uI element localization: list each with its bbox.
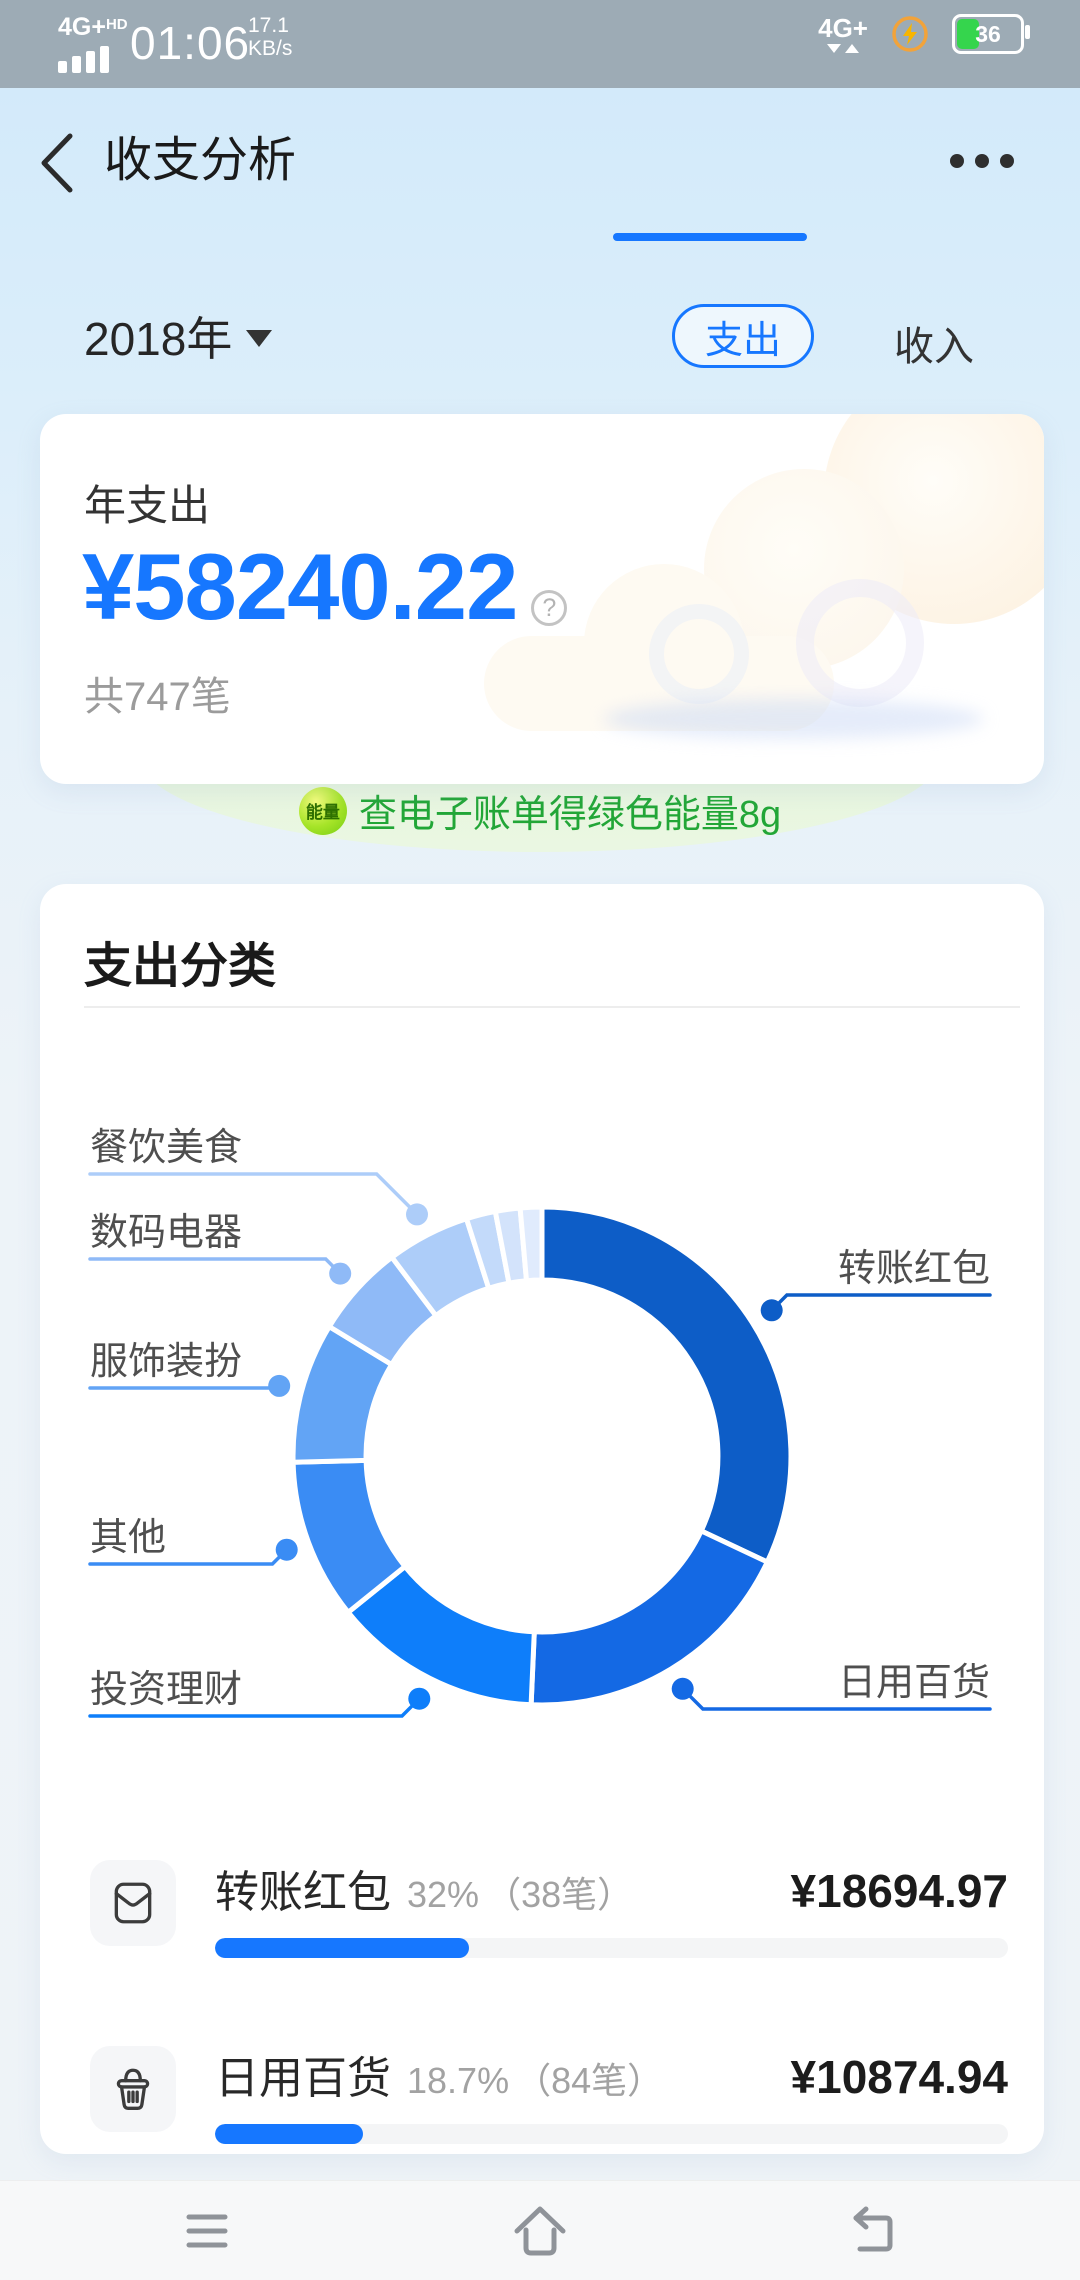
tab-indicator: [613, 233, 807, 241]
summary-amount: ¥58240.22: [82, 534, 518, 639]
nav-bar: [0, 2180, 1080, 2280]
callout-line: [88, 1257, 342, 1276]
category-row[interactable]: 转账红包 32% （38笔） ¥18694.97: [90, 1856, 1008, 1986]
summary-label: 年支出: [84, 482, 211, 529]
callout-line: [88, 1172, 419, 1217]
help-icon[interactable]: ?: [531, 590, 568, 626]
network-indicator: 4G+HD: [58, 12, 128, 73]
nav-menu-button[interactable]: [175, 2199, 239, 2263]
down-arrow-icon: [827, 44, 842, 53]
callout-line: [769, 1293, 992, 1313]
nav-home-button[interactable]: [508, 2199, 572, 2263]
chart-label-3: 其他: [90, 1517, 167, 1559]
callout-dot: [408, 1687, 431, 1710]
chart-label-4: 服饰装扮: [90, 1341, 243, 1383]
donut-segment-1[interactable]: [528, 1528, 770, 1708]
category-name: 转账红包: [215, 1868, 391, 1917]
overflow-menu-button[interactable]: [950, 154, 1014, 168]
category-percent: 18.7%: [407, 2060, 510, 2101]
page-title: 收支分析: [104, 134, 297, 187]
callout-line: [88, 1384, 281, 1390]
progress-track: [215, 1938, 1008, 1958]
category-count: （84笔）: [515, 2060, 664, 2101]
signal-bars-icon: [58, 45, 128, 73]
network-type-label: 4G+HD: [58, 13, 128, 41]
callout-dot: [406, 1203, 428, 1226]
progress-fill: [215, 2124, 364, 2144]
chart-label-2: 投资理财: [90, 1669, 243, 1711]
category-card: 支出分类 转账红包 32% （38笔） ¥18694.97: [40, 884, 1044, 2154]
category-amount: ¥18694.97: [790, 1865, 1008, 1917]
progress-fill: [215, 1938, 469, 1958]
section-title: 支出分类: [84, 940, 277, 993]
tab-expense[interactable]: 支出: [672, 304, 814, 368]
category-count: （38笔）: [485, 1874, 634, 1915]
progress-track: [215, 2124, 1008, 2144]
donut-segment-0[interactable]: [539, 1204, 794, 1565]
clock: 01:06: [130, 17, 251, 69]
summary-card: 年支出 ¥58240.22 ? 共747笔: [40, 414, 1044, 784]
category-amount: ¥10874.94: [790, 2051, 1008, 2103]
battery-icon: 36: [952, 14, 1030, 54]
category-row[interactable]: 日用百货 18.7% （84笔） ¥10874.94: [90, 2042, 1008, 2154]
year-label: 2018年: [84, 313, 233, 365]
charging-icon: [892, 16, 928, 52]
chart-label-1: 日用百货: [837, 1662, 990, 1704]
callout-dot: [329, 1262, 352, 1285]
battery-fill: [957, 19, 980, 49]
category-name: 日用百货: [215, 2054, 391, 2103]
header: 收支分析: [0, 88, 1080, 248]
chart-label-5: 数码电器: [90, 1212, 243, 1254]
network-speed: 17.1 KB/s: [248, 14, 293, 60]
callout-dot: [671, 1677, 694, 1700]
basket-icon: [90, 2046, 176, 2132]
cloud-illustration: [484, 414, 1044, 764]
hamburger-icon: [186, 2214, 228, 2247]
network-right-indicator: 4G+: [818, 15, 868, 53]
chart-label-6: 餐饮美食: [90, 1127, 243, 1169]
nav-back-button[interactable]: [841, 2199, 905, 2263]
chart-label-0: 转账红包: [837, 1248, 990, 1290]
donut-segment-9[interactable]: [517, 1204, 545, 1284]
energy-badge-icon: 能量: [298, 786, 347, 835]
status-bar: 4G+HD 01:06 17.1 KB/s 4G+ 36: [0, 0, 1080, 88]
back-button[interactable]: [34, 130, 78, 196]
up-arrow-icon: [845, 44, 860, 53]
donut-svg: [88, 1172, 992, 1718]
summary-count: 共747笔: [84, 675, 231, 719]
energy-banner-text: 查电子账单得绿色能量8g: [358, 794, 782, 836]
red-packet-icon: [90, 1860, 176, 1946]
expense-donut-chart: 转账红包日用百货 投资理财 其他 服饰装扮 数码电器 餐饮美食: [0, 1056, 1080, 1856]
callout-dot: [275, 1538, 298, 1561]
battery-percent: 36: [975, 20, 1001, 47]
callout-dot: [760, 1299, 783, 1322]
year-selector[interactable]: 2018年: [84, 308, 273, 370]
divider: [84, 1006, 1020, 1008]
caret-down-icon: [246, 330, 273, 347]
callout-dot: [268, 1374, 291, 1397]
category-percent: 32%: [407, 1874, 480, 1915]
home-icon: [514, 2206, 566, 2233]
tab-income[interactable]: 收入: [894, 325, 974, 369]
